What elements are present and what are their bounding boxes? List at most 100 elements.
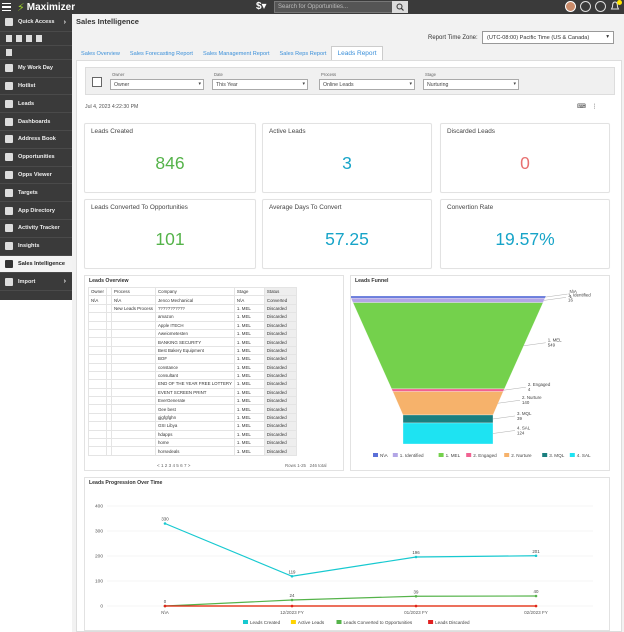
- leads-progression-panel: Leads Progression Over Time 0 100 200 300 40…: [84, 477, 610, 631]
- table-cell: 1. MEL: [233, 446, 265, 456]
- table-row[interactable]: BOF 1. MEL Discarded: [88, 354, 297, 364]
- table-cell: Discarded: [263, 387, 297, 398]
- sidebar-item-my-work-day[interactable]: My Work Day: [0, 60, 72, 78]
- keyboard-icon[interactable]: ⌨: [577, 104, 586, 110]
- data-point: [163, 522, 167, 525]
- sidebar-item-app-directory[interactable]: App Directory: [0, 202, 72, 220]
- app-logo[interactable]: ⚡ Maximizer: [17, 1, 75, 14]
- bell-icon[interactable]: [610, 0, 622, 12]
- column-header[interactable]: Process: [110, 286, 156, 297]
- date-select[interactable]: This Year ▾: [212, 79, 308, 90]
- legend-swatch: [504, 453, 510, 457]
- legend-label: 2. Engaged: [473, 453, 497, 458]
- sidebar-quick-access[interactable]: Quick Access ›: [0, 14, 72, 32]
- table-row[interactable]: END OF THE YEAR FREE LOTTERY 1. MEL Discar…: [88, 379, 297, 389]
- column-header[interactable]: Company: [154, 286, 235, 297]
- table-row[interactable]: hdapps 1. MEL Discarded: [88, 429, 297, 440]
- table-cell: Discarded: [263, 354, 297, 364]
- table-cell: home: [154, 438, 235, 448]
- funnel-value: 39: [517, 416, 522, 421]
- table-cell: Discarded: [263, 421, 297, 431]
- sidebar-item-targets[interactable]: Targets: [0, 184, 72, 203]
- gear-icon[interactable]: [580, 1, 591, 12]
- column-header[interactable]: Stage: [233, 286, 265, 297]
- funnel-leader-line: [492, 430, 516, 434]
- owner-select[interactable]: Owner ▾: [110, 79, 204, 90]
- sidebar-item-address-book[interactable]: Address Book: [0, 131, 72, 149]
- sidebar-item-dashboards[interactable]: Dashboards: [0, 113, 72, 131]
- kpi-value: 3: [342, 153, 352, 173]
- table-row[interactable]: BANKING SECURITY 1. MEL Discarded: [88, 337, 297, 347]
- briefcase-icon[interactable]: [6, 48, 12, 56]
- timezone-select[interactable]: (UTC-08:00) Pacific Time (US & Canada) ▾: [482, 31, 614, 44]
- table-row[interactable]: N\A N\A Jenco Mechanical N\A Converted: [88, 295, 297, 305]
- phone-icon[interactable]: [16, 34, 22, 42]
- top-bar: ⚡ Maximizer $▾ Search for Opportunities..…: [0, 0, 624, 14]
- table-cell: Discarded: [263, 312, 297, 322]
- table-row[interactable]: Best Bakery Equipment 1. MEL Discarded: [88, 345, 297, 356]
- table-row[interactable]: constance 1. MEL Discarded: [88, 362, 297, 372]
- table-cell: [110, 362, 156, 372]
- lightning-icon: [5, 18, 13, 27]
- search-button[interactable]: [392, 1, 408, 13]
- table-cell: hdapps: [154, 429, 235, 440]
- table-cell: Discarded: [263, 362, 297, 372]
- table-row[interactable]: amazon 1. MEL Discarded: [88, 312, 297, 322]
- data-label: 201: [532, 549, 540, 554]
- video-icon[interactable]: [26, 34, 32, 42]
- tab-sales-reps[interactable]: Sales Reps Report: [279, 51, 327, 57]
- more-vertical-icon[interactable]: ⋮: [591, 104, 598, 110]
- tab-sales-management[interactable]: Sales Management Report: [202, 51, 270, 57]
- data-point: [534, 594, 538, 598]
- table-row[interactable]: home 1. MEL Discarded: [88, 438, 297, 448]
- briefcase-row: [0, 46, 72, 60]
- table-row[interactable]: consultant 1. MEL Discarded: [88, 370, 297, 381]
- contact-card-icon[interactable]: [92, 77, 102, 87]
- table-row[interactable]: Aweiometesten 1. MEL Discarded: [88, 328, 297, 339]
- sidebar-item-hotlist[interactable]: Hotlist: [0, 78, 72, 96]
- column-header[interactable]: Owner: [88, 286, 107, 297]
- table-cell: [110, 429, 156, 440]
- table-cell: [110, 404, 156, 414]
- hamburger-menu-icon[interactable]: [2, 1, 14, 13]
- pagination[interactable]: < 1 2 3 4 5 6 7 >: [157, 463, 191, 468]
- table-row[interactable]: Gee best 1. MEL Discarded: [88, 404, 297, 414]
- table-row[interactable]: Apple ITECH 1. MEL Discarded: [88, 320, 297, 330]
- funnel-leader-line: [544, 297, 567, 301]
- table-cell: 1. MEL: [233, 362, 265, 372]
- search-input[interactable]: Search for Opportunities...: [274, 1, 408, 13]
- sidebar-item-opportunities[interactable]: Opportunities: [0, 149, 72, 167]
- table-cell: Discarded: [263, 438, 297, 448]
- currency-menu-icon[interactable]: $▾: [256, 1, 267, 12]
- sidebar-item-sales-intelligence[interactable]: Sales Intelligence: [0, 255, 72, 274]
- sidebar-item-leads[interactable]: Leads: [0, 95, 72, 114]
- legend-swatch: [243, 620, 248, 624]
- table-cell: 1. MEL: [233, 312, 265, 322]
- avatar[interactable]: [565, 1, 576, 12]
- table-row[interactable]: gjgfgfghn 1. MEL Discarded: [88, 412, 297, 423]
- process-select[interactable]: Online Leads ▾: [319, 79, 415, 90]
- funnel-label: 4. SAL: [517, 425, 531, 430]
- tab-sales-forecasting[interactable]: Sales Forecasting Report: [129, 51, 193, 57]
- binoculars-icon[interactable]: [36, 34, 42, 42]
- sidebar-item-opps-viewer[interactable]: Opps Viewer: [0, 167, 72, 185]
- tab-leads-report[interactable]: Leads Report: [331, 46, 383, 60]
- stage-select[interactable]: Nurturing ▾: [423, 79, 519, 90]
- legend-label: 2. Nurture: [511, 453, 532, 458]
- table-row[interactable]: EverGenerate 1. MEL Discarded: [88, 396, 297, 406]
- table-row[interactable]: New Leads Process??????????? 1. MEL Discar…: [88, 303, 297, 314]
- x-tick-label: 01/2023 FY: [404, 610, 428, 615]
- help-icon[interactable]: [595, 1, 606, 12]
- table-cell: Discarded: [263, 429, 297, 440]
- calculator-icon[interactable]: [6, 34, 12, 42]
- column-header[interactable]: Status: [263, 286, 297, 297]
- tab-sales-overview[interactable]: Sales Overview: [81, 51, 120, 57]
- sidebar-item-insights[interactable]: Insights: [0, 238, 72, 256]
- table-row[interactable]: horsedeals 1. MEL Discarded: [88, 446, 297, 456]
- table-row[interactable]: GSI Libya 1. MEL Discarded: [88, 421, 297, 431]
- table-row[interactable]: EVENT SCREEN PRINT 1. MEL Discarded: [88, 387, 297, 398]
- sidebar-item-import[interactable]: Import ›: [0, 273, 72, 292]
- y-tick-label: 400: [95, 504, 103, 510]
- sidebar-item-activity-tracker[interactable]: Activity Tracker: [0, 220, 72, 238]
- data-point: [414, 604, 418, 608]
